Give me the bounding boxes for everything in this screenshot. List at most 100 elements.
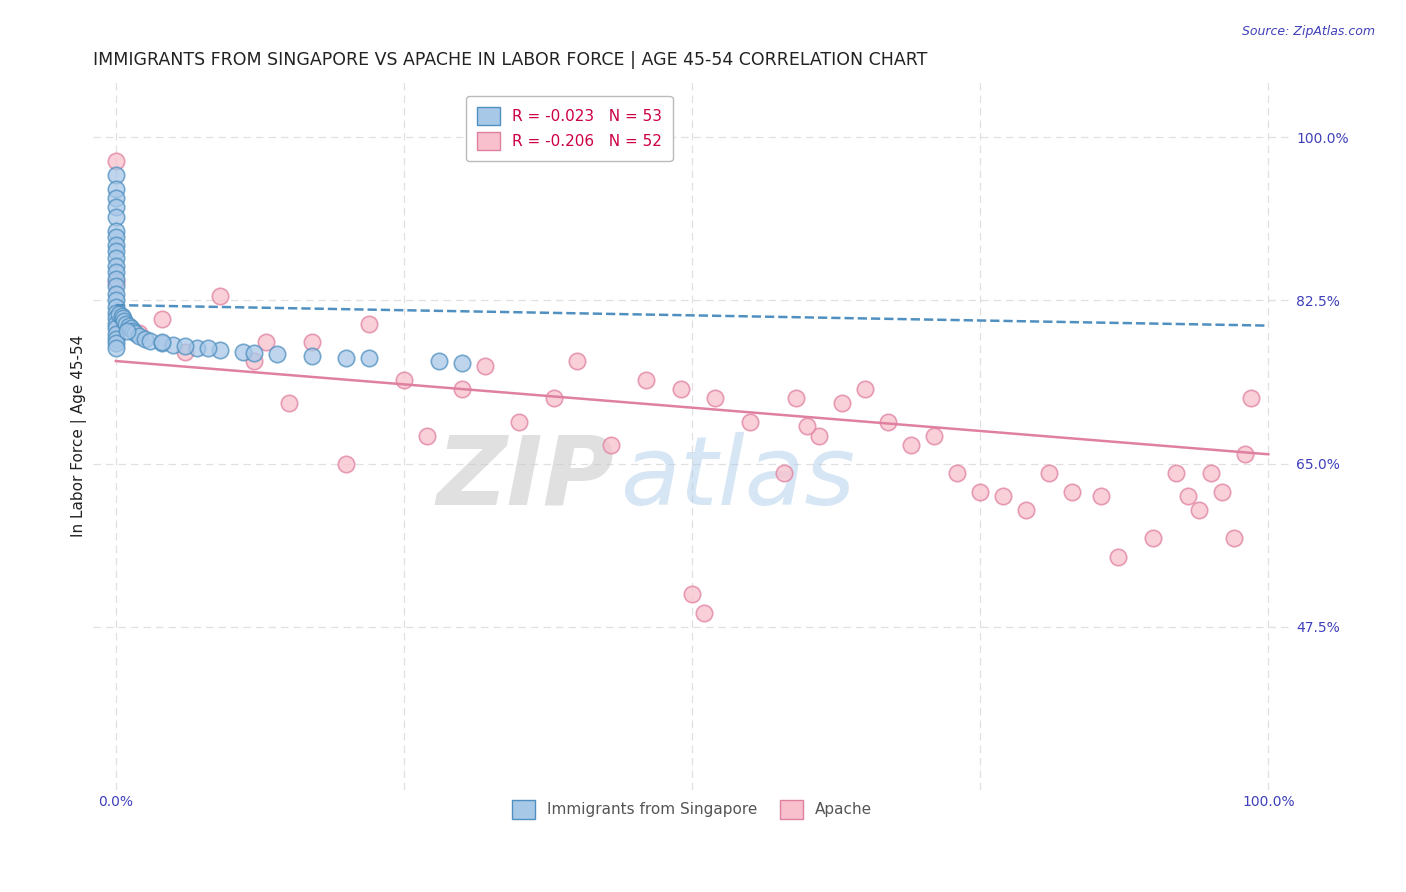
Point: [104, 237, 127, 252]
Point: [301, 335, 323, 350]
Point: [277, 396, 299, 410]
Point: [785, 392, 807, 406]
Point: [634, 373, 657, 387]
Point: [335, 457, 357, 471]
Point: [122, 324, 145, 338]
Point: [1211, 484, 1233, 499]
Point: [773, 466, 796, 480]
Point: [104, 326, 127, 341]
Point: [104, 300, 127, 314]
Point: [208, 289, 231, 303]
Point: [162, 338, 184, 352]
Point: [104, 181, 127, 195]
Point: [117, 318, 139, 333]
Point: [139, 334, 162, 348]
Point: [150, 336, 173, 351]
Point: [110, 310, 132, 324]
Point: [450, 382, 472, 396]
Point: [543, 392, 565, 406]
Point: [104, 317, 127, 331]
Point: [108, 307, 131, 321]
Point: [104, 223, 127, 237]
Point: [104, 252, 127, 266]
Point: [104, 321, 127, 335]
Point: [104, 341, 127, 355]
Point: [128, 329, 150, 343]
Point: [104, 272, 127, 286]
Point: [120, 321, 142, 335]
Point: [1090, 489, 1112, 503]
Text: IMMIGRANTS FROM SINGAPORE VS APACHE IN LABOR FORCE | AGE 45-54 CORRELATION CHART: IMMIGRANTS FROM SINGAPORE VS APACHE IN L…: [93, 51, 927, 69]
Point: [738, 415, 761, 429]
Point: [104, 279, 127, 293]
Point: [104, 210, 127, 224]
Point: [474, 359, 496, 373]
Point: [104, 287, 127, 301]
Point: [1222, 531, 1244, 545]
Point: [104, 230, 127, 244]
Point: [427, 354, 450, 368]
Point: [946, 466, 969, 480]
Point: [335, 351, 357, 366]
Point: [104, 265, 127, 279]
Point: [301, 350, 323, 364]
Point: [1107, 549, 1129, 564]
Point: [1199, 466, 1222, 480]
Point: [104, 332, 127, 346]
Point: [104, 244, 127, 258]
Point: [922, 428, 945, 442]
Point: [104, 336, 127, 351]
Point: [392, 373, 415, 387]
Text: atlas: atlas: [620, 432, 855, 524]
Point: [831, 396, 853, 410]
Point: [117, 324, 139, 338]
Point: [104, 168, 127, 182]
Point: [1038, 466, 1060, 480]
Point: [1234, 447, 1257, 461]
Point: [807, 428, 830, 442]
Point: [134, 332, 156, 346]
Point: [208, 343, 231, 357]
Legend: Immigrants from Singapore, Apache: Immigrants from Singapore, Apache: [506, 794, 879, 825]
Point: [104, 191, 127, 205]
Point: [565, 354, 588, 368]
Point: [104, 275, 127, 289]
Point: [174, 339, 197, 353]
Point: [1142, 531, 1164, 545]
Point: [681, 587, 703, 601]
Point: [174, 344, 197, 359]
Point: [853, 382, 876, 396]
Point: [1015, 503, 1038, 517]
Point: [197, 341, 219, 355]
Point: [1164, 466, 1187, 480]
Point: [796, 419, 818, 434]
Point: [692, 606, 714, 620]
Point: [104, 293, 127, 308]
Point: [359, 317, 381, 331]
Point: [450, 356, 472, 370]
Point: [232, 344, 254, 359]
Point: [254, 335, 277, 350]
Point: [993, 489, 1015, 503]
Point: [115, 317, 138, 331]
Point: [900, 438, 922, 452]
Point: [128, 326, 150, 340]
Point: [1177, 489, 1199, 503]
Point: [1240, 392, 1263, 406]
Point: [1062, 484, 1084, 499]
Point: [104, 305, 127, 319]
Point: [600, 438, 623, 452]
Point: [104, 311, 127, 326]
Point: [111, 311, 134, 326]
Point: [266, 346, 288, 360]
Point: [669, 382, 692, 396]
Point: [359, 351, 381, 366]
Point: [104, 200, 127, 214]
Point: [150, 312, 173, 326]
Point: [969, 484, 991, 499]
Point: [104, 259, 127, 273]
Text: Source: ZipAtlas.com: Source: ZipAtlas.com: [1241, 25, 1375, 38]
Point: [243, 345, 266, 359]
Text: ZIP: ZIP: [436, 432, 614, 524]
Point: [112, 314, 135, 328]
